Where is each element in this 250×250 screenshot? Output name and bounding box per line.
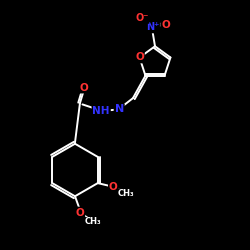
Text: O: O — [79, 83, 88, 93]
Text: O: O — [135, 52, 144, 62]
Text: N: N — [114, 104, 124, 115]
Text: CH₃: CH₃ — [118, 188, 134, 198]
Text: O⁻: O⁻ — [135, 13, 149, 23]
Text: O: O — [109, 182, 118, 192]
Text: NH: NH — [92, 106, 110, 116]
Text: N⁺: N⁺ — [146, 22, 159, 32]
Text: O: O — [76, 208, 84, 218]
Text: O: O — [161, 20, 170, 30]
Text: CH₃: CH₃ — [84, 218, 101, 226]
